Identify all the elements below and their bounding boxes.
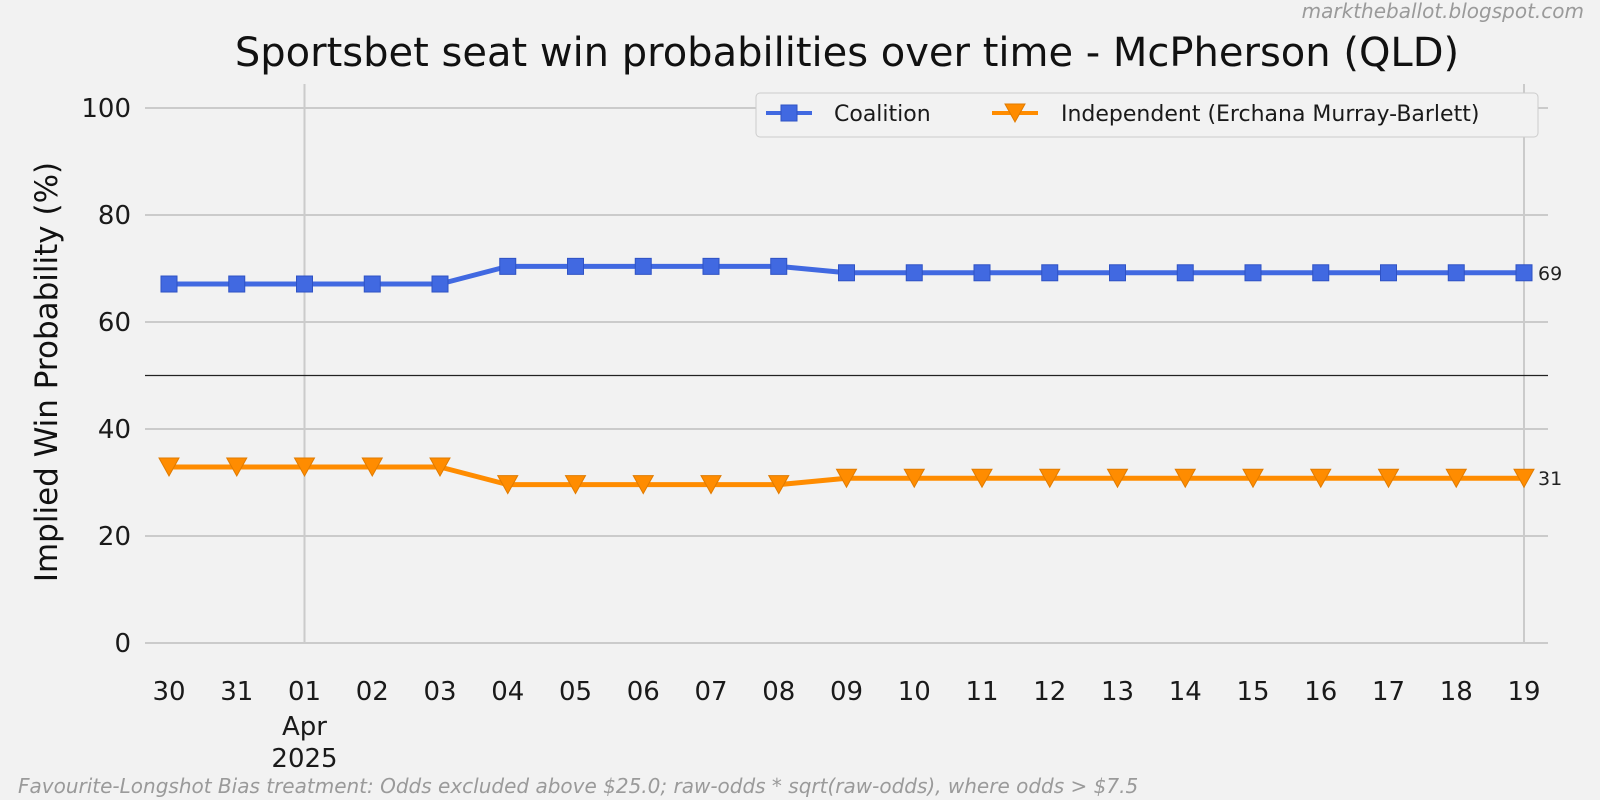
y-tick-label: 80 [98,201,131,231]
legend-label: Independent (Erchana Murray-Barlett) [1061,102,1479,127]
data-point-triangle [835,468,858,489]
data-point-square [1041,264,1059,282]
data-point-triangle [1174,468,1197,489]
x-tick-label: 14 [1169,677,1202,707]
legend-frame [755,92,1539,138]
y-tick-label: 40 [98,415,131,445]
y-tick-label: 0 [114,629,131,659]
series-independent [158,457,1535,495]
data-point-triangle [225,457,248,478]
x-tick-label: 09 [830,677,863,707]
y-axis-label: Implied Win Probability (%) [29,162,65,582]
data-point-triangle [1038,468,1061,489]
data-point-triangle [1377,468,1400,489]
x-tick-label: 13 [1101,677,1134,707]
x-tick-label: 07 [694,677,727,707]
data-point-square [1109,264,1126,282]
data-point-triangle [496,475,519,495]
x-tick-sublabel: 2025 [271,744,337,774]
series-coalition [160,257,1533,293]
x-tick-label: 10 [898,677,931,707]
data-point-triangle [158,457,180,478]
data-point-square [905,264,923,282]
data-point-triangle [293,457,316,478]
data-point-square [296,275,313,293]
x-axis-ticks: 30 31 01 02 03 04 05 06 07 08 09 10 11 12 13 14 15 16 17 18… [152,677,1540,774]
data-point-square [1447,264,1465,282]
x-tick-label: 18 [1440,677,1473,707]
x-tick-label: 08 [762,677,795,707]
data-point-square [1515,264,1533,282]
y-tick-label: 20 [98,522,131,552]
legend-swatch-triangle-marker [1004,103,1026,124]
watermark: marktheballot.blogspot.com [1302,0,1584,23]
data-point-square [1244,264,1262,282]
data-point-square [499,257,517,275]
data-point-triangle [429,457,451,478]
x-tick-label: 06 [627,677,660,707]
y-axis-ticks: 0 20 40 60 80 100 [81,94,131,659]
series-group [158,257,1535,495]
x-tick-label: 15 [1236,677,1269,707]
legend-label: Coalition [834,102,931,127]
data-point-triangle [767,475,790,495]
data-point-square [1380,264,1397,282]
data-point-square [702,257,720,275]
data-point-square [838,264,855,282]
x-tick-label: 02 [356,677,389,707]
data-point-square [228,275,246,293]
x-tick-sublabel: Apr [282,712,327,742]
data-point-triangle [564,475,587,495]
y-tick-label: 60 [98,308,131,338]
x-tick-label: 31 [220,677,253,707]
end-labels: 69 31 [1538,263,1562,490]
data-point-triangle [1242,468,1264,489]
x-tick-label: 05 [559,677,592,707]
data-point-triangle [1445,468,1468,489]
data-point-square [1176,264,1194,282]
data-point-square [431,275,449,293]
end-value-label: 31 [1538,468,1562,490]
data-point-square [363,275,381,293]
legend-item-coalition: Coalition [766,102,931,127]
legend-item-independent: Independent (Erchana Murray-Barlett) [992,102,1479,127]
x-tick-label: 19 [1507,677,1540,707]
data-point-triangle [361,457,384,478]
y-tick-label: 100 [81,94,131,124]
data-point-triangle [700,475,722,495]
data-point-square [973,264,991,282]
x-tick-label: 17 [1372,677,1405,707]
legend-swatch-square-marker [780,104,798,122]
footnote: Favourite-Longshot Bias treatment: Odds … [18,774,1138,798]
end-value-label: 69 [1538,263,1562,285]
data-point-triangle [1513,468,1535,489]
data-point-triangle [971,468,993,489]
data-point-square [567,257,584,275]
data-point-square [1312,264,1330,282]
x-tick-label: 01 [288,677,321,707]
x-tick-label: 16 [1304,677,1337,707]
data-point-square [634,257,652,275]
x-tick-label: 03 [423,677,456,707]
data-point-triangle [632,475,655,495]
chart-title: Sportsbet seat win probabilities over ti… [235,30,1459,76]
data-point-triangle [1309,468,1332,489]
x-tick-label: 12 [1033,677,1066,707]
data-point-triangle [1106,468,1129,489]
data-point-square [770,257,788,275]
data-point-square [160,275,178,293]
data-point-triangle [903,468,926,489]
x-tick-label: 30 [152,677,185,707]
grid [145,84,1548,644]
x-tick-label: 04 [491,677,524,707]
x-tick-label: 11 [965,677,998,707]
legend: Coalition Independent (Erchana Murray-Ba… [755,92,1539,138]
